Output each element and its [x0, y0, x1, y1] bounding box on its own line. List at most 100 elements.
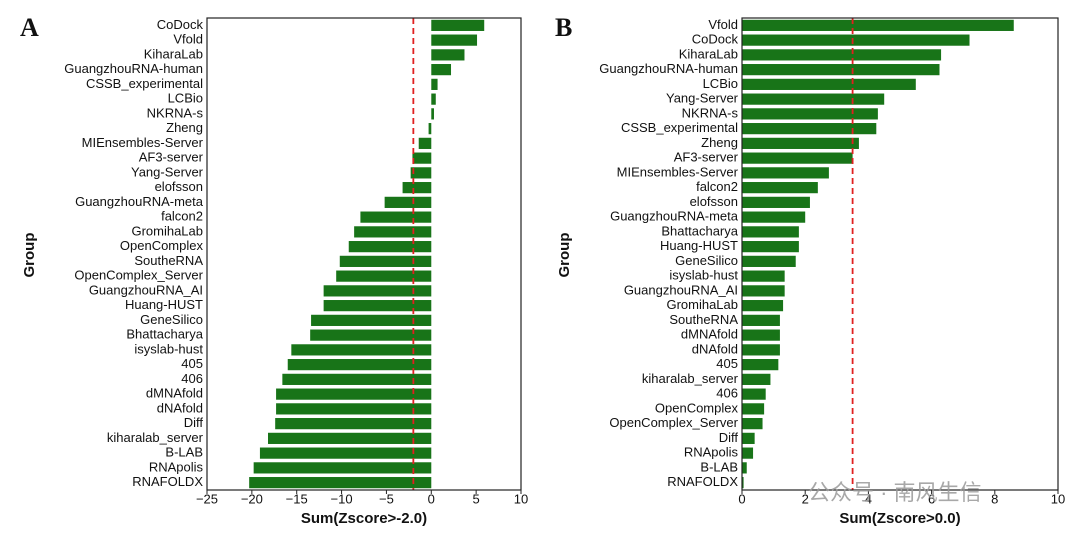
y-tick-label: OpenComplex_Server [609, 415, 738, 430]
y-tick-label: dMNAfold [681, 327, 738, 342]
y-tick-label: CSSB_experimental [86, 76, 203, 91]
y-tick-label: GuangzhouRNA-human [64, 61, 203, 76]
x-axis-label: Sum(Zscore>-2.0) [301, 510, 427, 527]
y-tick-label: LCBio [703, 76, 738, 91]
bar [339, 255, 432, 267]
bar [742, 447, 754, 459]
x-axis-label: Sum(Zscore>0.0) [839, 510, 960, 527]
bar [742, 241, 799, 253]
x-tick-label: 0 [738, 491, 745, 506]
bar [402, 182, 432, 194]
x-tick-label: 10 [1051, 491, 1065, 506]
y-tick-label: OpenComplex_Server [74, 268, 203, 283]
y-tick-label: B-LAB [700, 459, 738, 474]
bar [410, 167, 432, 179]
y-tick-label: Diff [719, 430, 739, 445]
bar [742, 418, 763, 430]
bar [742, 432, 755, 444]
plot-frame [741, 17, 1059, 491]
x-tick-label: 0 [428, 491, 435, 506]
y-tick-label: Yang-Server [666, 91, 739, 106]
y-tick-label: MIEnsembles-Server [82, 135, 204, 150]
bar [742, 108, 878, 120]
y-tick-label: OpenComplex [120, 238, 204, 253]
bar [275, 418, 432, 430]
bar [742, 137, 859, 149]
y-tick-label: RNAFOLDX [667, 474, 738, 489]
bar [742, 300, 784, 312]
y-tick-label: isyslab-hust [134, 341, 203, 356]
y-tick-label: falcon2 [161, 209, 203, 224]
bar [428, 123, 432, 135]
y-tick-label: KiharaLab [679, 46, 738, 61]
panel-label: B [555, 13, 572, 42]
bar [742, 270, 785, 282]
bar [384, 196, 432, 208]
bar [431, 78, 438, 90]
bar [742, 285, 785, 297]
y-tick-label: isyslab-hust [669, 268, 738, 283]
bar [742, 93, 885, 105]
y-tick-label: GuangzhouRNA-meta [610, 209, 739, 224]
x-tick-label: 8 [991, 491, 998, 506]
y-axis-label: Group [21, 233, 38, 278]
x-tick-label: 10 [514, 491, 528, 506]
y-tick-label: Yang-Server [131, 164, 204, 179]
bar [291, 344, 432, 356]
y-tick-label: LCBio [168, 91, 203, 106]
x-tick-label: 5 [473, 491, 480, 506]
bar [276, 403, 432, 415]
x-tick-label: −5 [379, 491, 394, 506]
bar [249, 477, 432, 489]
bar [742, 462, 747, 474]
bar [431, 108, 434, 120]
x-tick-label: −20 [241, 491, 263, 506]
bar [742, 64, 940, 76]
y-tick-label: KiharaLab [144, 46, 203, 61]
bar [742, 19, 1014, 31]
y-tick-label: NKRNA-s [147, 105, 204, 120]
bar [336, 270, 432, 282]
bar [431, 19, 485, 31]
bar [742, 373, 771, 385]
bar [742, 196, 810, 208]
y-tick-label: B-LAB [165, 445, 203, 460]
y-tick-label: RNApolis [149, 459, 204, 474]
y-tick-label: SoutheRNA [134, 253, 203, 268]
bar [742, 152, 853, 164]
bar [431, 49, 465, 61]
y-tick-label: Diff [184, 415, 204, 430]
bar [253, 462, 432, 474]
y-tick-label: GuangzhouRNA_AI [624, 282, 738, 297]
x-tick-label: 6 [928, 491, 935, 506]
bar [742, 123, 877, 135]
bar [268, 432, 432, 444]
y-tick-label: Huang-HUST [660, 238, 738, 253]
y-tick-label: NKRNA-s [682, 105, 739, 120]
y-tick-label: CoDock [157, 17, 204, 32]
bar [354, 226, 432, 238]
bar [742, 167, 829, 179]
bar [287, 359, 432, 371]
y-tick-label: GuangzhouRNA-meta [75, 194, 204, 209]
bar [360, 211, 432, 223]
x-tick-label: −10 [331, 491, 353, 506]
y-tick-label: GromihaLab [131, 223, 203, 238]
y-tick-label: kiharalab_server [642, 371, 739, 386]
x-tick-label: 4 [865, 491, 872, 506]
bar [310, 329, 432, 341]
bar [742, 211, 806, 223]
y-tick-label: GuangzhouRNA_AI [89, 282, 203, 297]
y-tick-label: 405 [181, 356, 203, 371]
y-tick-label: 406 [716, 386, 738, 401]
bar [742, 34, 970, 46]
x-tick-label: −25 [196, 491, 218, 506]
bar [259, 447, 432, 459]
y-tick-label: dNAfold [157, 400, 203, 415]
y-tick-label: 405 [716, 356, 738, 371]
y-tick-label: OpenComplex [655, 400, 739, 415]
y-tick-label: Bhattacharya [661, 223, 738, 238]
bar [323, 285, 432, 297]
bar [348, 241, 432, 253]
